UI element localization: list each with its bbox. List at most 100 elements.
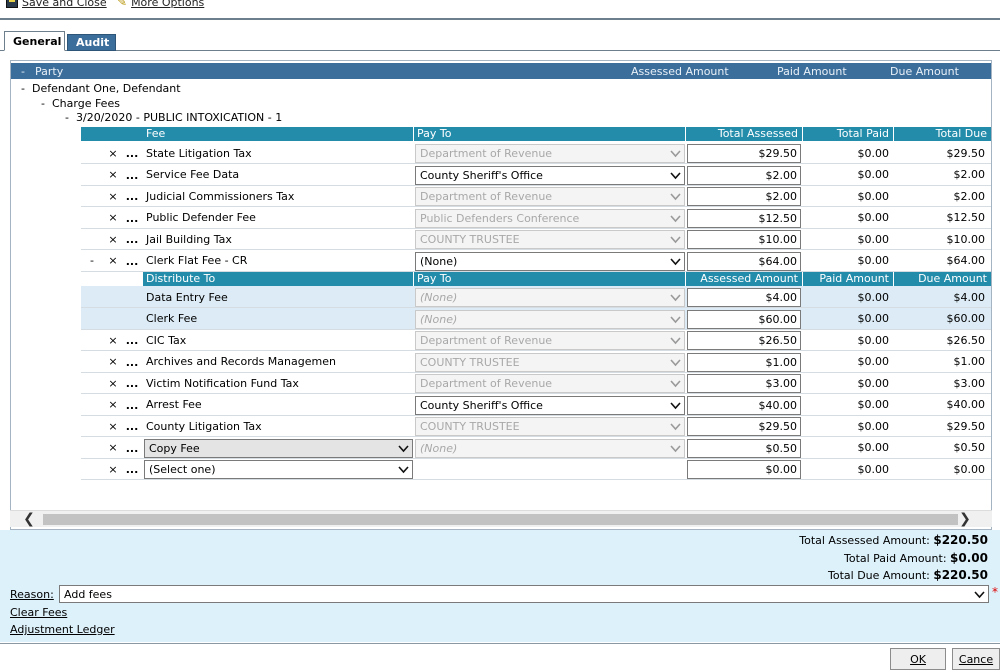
due-amount: $64.00 [946, 254, 986, 267]
scroll-left-icon[interactable]: ❮ [23, 511, 35, 527]
fee-row: ×... Jail Building Tax COUNTY TRUSTEE $10.0… [81, 228, 991, 250]
clear-fees-link[interactable]: Clear Fees [10, 606, 68, 619]
fee-options-icon[interactable]: ... [125, 168, 139, 182]
pay-to-value: COUNTY TRUSTEE [420, 233, 520, 246]
assessed-amount-input[interactable]: $40.00 [687, 395, 801, 415]
pay-to-value: Department of Revenue [420, 377, 553, 390]
fee-options-icon[interactable]: ... [125, 355, 139, 369]
fee-options-icon[interactable]: ... [125, 190, 139, 203]
collapse-toggle[interactable]: - [90, 254, 94, 267]
fee-select[interactable]: (Select one) [144, 460, 413, 479]
toolbar: Save and Close ✎ More Options [0, 0, 1000, 20]
tab-general[interactable]: General [4, 31, 65, 51]
distribution-row: Clerk Fee (None) $60.00 $0.00 $60.00 [81, 307, 991, 330]
remove-fee-icon[interactable]: × [108, 333, 118, 347]
remove-fee-icon[interactable]: × [108, 146, 118, 160]
assessed-amount-input[interactable]: $3.00 [687, 374, 801, 393]
charge-fees-toggle[interactable]: - [41, 97, 45, 110]
scroll-thumb[interactable] [43, 514, 958, 525]
assessed-amount-input[interactable]: $29.50 [687, 417, 801, 436]
remove-fee-icon[interactable]: × [108, 376, 118, 390]
fee-name: Clerk Flat Fee - CR [144, 250, 414, 272]
fee-options-icon[interactable]: ... [125, 420, 139, 433]
pay-to-select[interactable]: County Sheriff's Office [415, 165, 685, 185]
assessed-amount-input[interactable]: $2.00 [687, 187, 801, 206]
remove-fee-icon[interactable]: × [108, 441, 118, 454]
fee-name: Public Defender Fee [144, 207, 414, 229]
chevron-down-icon [670, 335, 681, 346]
paid-amount: $0.00 [857, 146, 890, 160]
fee-row: ×... Archives and Records Managemen COUNTY… [81, 351, 991, 373]
horizontal-scrollbar[interactable]: ❮ ❯ [10, 510, 992, 527]
defendant-name: Defendant One, Defendant [31, 82, 181, 95]
fee-options-icon[interactable]: ... [125, 254, 139, 268]
adjustment-ledger-link[interactable]: Adjustment Ledger [10, 623, 115, 636]
remove-fee-icon[interactable]: × [108, 355, 118, 368]
remove-fee-icon[interactable]: × [108, 168, 118, 181]
reason-select[interactable]: Add fees [59, 585, 989, 603]
fee-options-icon[interactable]: ... [125, 377, 139, 390]
fee-name: Victim Notification Fund Tax [144, 372, 414, 394]
pay-to-value: (None) [420, 291, 458, 304]
assessed-amount-input[interactable]: $0.50 [687, 438, 801, 458]
fee-select-value: Copy Fee [149, 441, 200, 455]
fee-name-text: Arrest Fee [146, 398, 202, 411]
save-and-close-button[interactable]: Save and Close [6, 0, 107, 10]
assessed-amount-input[interactable]: $10.00 [687, 230, 801, 249]
remove-fee-icon[interactable]: × [108, 398, 118, 411]
defendant-toggle[interactable]: - [21, 82, 25, 95]
assessed-amount-input[interactable]: $2.00 [687, 165, 801, 185]
fee-options-icon[interactable]: ... [125, 334, 139, 347]
remove-fee-icon[interactable]: × [108, 189, 118, 203]
total-paid-amount: Total Paid Amount: $0.00 [844, 551, 988, 565]
fee-name: Judicial Commissioners Tax [144, 185, 414, 207]
due-amount: $3.00 [953, 376, 986, 390]
paid-amount: $0.00 [857, 398, 890, 411]
assessed-amount-input[interactable]: $26.50 [687, 331, 801, 350]
grid-header-actions [81, 127, 143, 141]
paid-amount: $0.00 [857, 441, 890, 454]
more-options-button[interactable]: ✎ More Options [117, 0, 204, 10]
assessed-amount-input[interactable]: $29.50 [687, 144, 801, 163]
assessed-amount-input[interactable]: $0.00 [687, 460, 801, 479]
assessed-amount-input[interactable]: $64.00 [687, 251, 801, 271]
ok-button[interactable]: OK [890, 648, 946, 670]
assessed-amount-input[interactable]: $1.00 [687, 352, 801, 372]
due-amount: $26.50 [946, 333, 986, 347]
pay-to-select[interactable]: (None) [415, 251, 685, 271]
total-due-value: $220.50 [933, 568, 988, 582]
fee-options-icon[interactable]: ... [125, 233, 139, 246]
remove-fee-icon[interactable]: × [108, 419, 118, 433]
fee-options-icon[interactable]: ... [125, 147, 139, 160]
charge-fees-node[interactable]: - Charge Fees [41, 97, 120, 110]
assessed-amount-input[interactable]: $12.50 [687, 208, 801, 228]
fee-row: ×... (Select one) $0.00 $0.00 $0.00 [81, 458, 991, 480]
charge-node[interactable]: - 3/20/2020 - PUBLIC INTOXICATION - 1 [65, 111, 282, 124]
remove-fee-icon[interactable]: × [108, 211, 118, 224]
pay-to-select[interactable]: County Sheriff's Office [415, 395, 685, 415]
due-amount: $0.50 [953, 441, 986, 454]
fee-options-icon[interactable]: ... [125, 398, 139, 412]
cancel-button[interactable]: Cance [952, 648, 1000, 670]
paid-amount: $0.00 [857, 333, 890, 347]
distribution-name: Clerk Fee [144, 308, 414, 330]
party-collapse-toggle[interactable]: - [21, 65, 25, 78]
fee-select[interactable]: Copy Fee [144, 438, 413, 458]
remove-fee-icon[interactable]: × [108, 232, 118, 246]
reason-label: Reason: [10, 588, 54, 601]
scroll-right-icon[interactable]: ❯ [959, 511, 971, 527]
fee-options-icon[interactable]: ... [125, 441, 139, 455]
chevron-down-icon [670, 191, 681, 202]
charge-toggle[interactable]: - [65, 111, 69, 124]
fee-options-icon[interactable]: ... [125, 211, 139, 225]
fee-options-icon[interactable]: ... [125, 463, 139, 476]
tab-audit[interactable]: Audit [67, 34, 116, 51]
defendant-node[interactable]: - Defendant One, Defendant [21, 82, 181, 95]
assessed-amount-input[interactable]: $60.00 [687, 309, 801, 329]
assessed-amount-input[interactable]: $4.00 [687, 288, 801, 307]
total-paid-value: $0.00 [950, 551, 988, 565]
pay-to-value: COUNTY TRUSTEE [420, 420, 520, 433]
fee-name: County Litigation Tax [144, 415, 414, 437]
remove-fee-icon[interactable]: × [108, 254, 118, 267]
remove-fee-icon[interactable]: × [108, 462, 118, 476]
